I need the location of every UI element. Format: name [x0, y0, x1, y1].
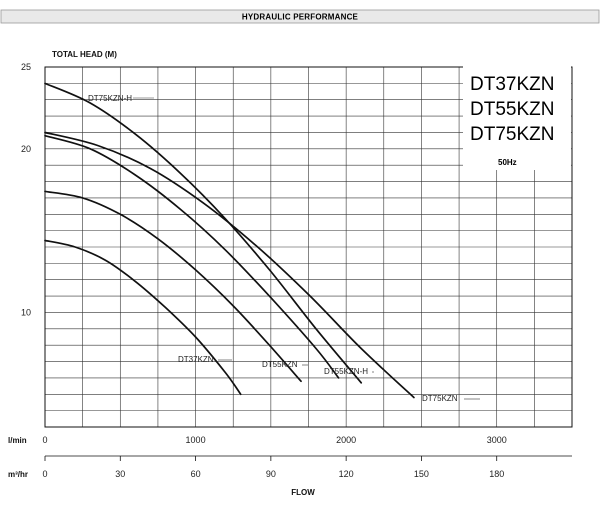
x-tick-label-m3hr: 0 — [42, 469, 47, 479]
curve-dt55kzn — [44, 190, 302, 383]
header-bar — [0, 9, 600, 24]
curve-label-dt55kzn: DT55KZN — [262, 360, 298, 369]
y-tick-label: 10 — [21, 307, 31, 317]
x-axis-title: FLOW — [291, 488, 315, 497]
curve-label-dt75kzn: DT75KZN — [422, 394, 458, 403]
curve-label-dt37kzn: DT37KZN — [178, 355, 214, 364]
curve-dt37kzn — [44, 239, 242, 396]
model-name-3: DT75KZN — [470, 124, 554, 145]
x-tick-label-m3hr: 150 — [414, 469, 429, 479]
plot-frame — [44, 66, 573, 428]
header-title: HYDRAULIC PERFORMANCE — [242, 13, 359, 22]
curve-dt55kzn-h — [44, 134, 340, 379]
y-tick-label: 20 — [21, 144, 31, 154]
model-box — [463, 65, 571, 170]
curve-labels: DT37KZN DT55KZN DT55KZN-H DT75KZN-H DT75KZN — [88, 94, 480, 403]
x-tick-label-m3hr: 90 — [266, 469, 276, 479]
y-axis-title: TOTAL HEAD (M) — [52, 50, 117, 59]
x-tick-label-m3hr: 30 — [115, 469, 125, 479]
axes: 25 20 10 l/min 0 1000 2000 3000 m³/hr 0 30 60 90 120 1… — [8, 62, 572, 479]
model-name-1: DT37KZN — [470, 74, 554, 95]
grid — [44, 66, 573, 428]
curve-label-dt75kzn-h: DT75KZN-H — [88, 94, 132, 103]
curve-dt75kzn — [44, 131, 415, 399]
x-tick-label-m3hr: 60 — [191, 469, 201, 479]
x-tick-label-lmin: 2000 — [336, 435, 356, 445]
x-tick-label-m3hr: 120 — [339, 469, 354, 479]
x-tick-label-lmin: 3000 — [487, 435, 507, 445]
curve-label-dt55kzn-h: DT55KZN-H — [324, 367, 368, 376]
x-axis-unit-lmin: l/min — [8, 436, 27, 445]
curve-dt75kzn-h — [44, 82, 363, 384]
x-tick-label-lmin: 0 — [42, 435, 47, 445]
curves — [44, 82, 415, 399]
x-axis-unit-m3hr: m³/hr — [8, 470, 28, 479]
y-tick-label: 25 — [21, 62, 31, 72]
x-tick-label-m3hr: 180 — [489, 469, 504, 479]
x-tick-label-lmin: 1000 — [186, 435, 206, 445]
frequency-label: 50Hz — [498, 158, 517, 167]
model-name-2: DT55KZN — [470, 99, 554, 120]
